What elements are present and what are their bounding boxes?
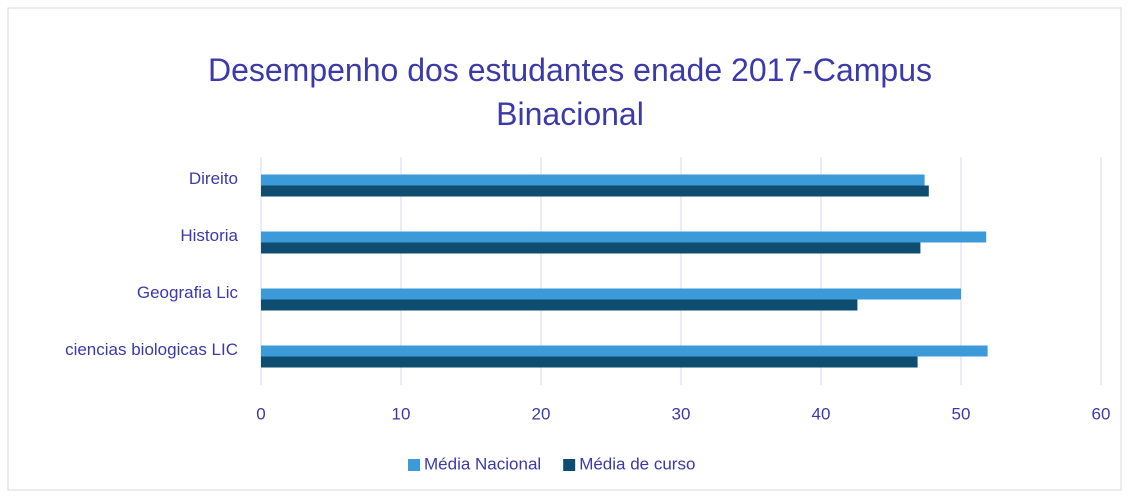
x-tick-label: 10: [392, 404, 411, 423]
y-tick-label: ciencias biologicas LIC: [65, 340, 238, 359]
y-tick-label: Direito: [189, 169, 238, 188]
chart-title: Desempenho dos estudantes enade 2017-Cam…: [207, 52, 933, 132]
bar: [261, 345, 988, 357]
bar: [261, 288, 961, 300]
bar: [261, 356, 918, 368]
legend-label: Média Nacional: [424, 454, 541, 473]
y-tick-label: Historia: [180, 226, 238, 245]
x-tick-label: 50: [952, 404, 971, 423]
bar: [261, 185, 929, 197]
bar: [261, 242, 921, 254]
bar: [261, 299, 858, 311]
x-tick-label: 60: [1092, 404, 1111, 423]
x-tick-label: 30: [672, 404, 691, 423]
legend-swatch: [408, 459, 420, 471]
legend-label: Média de curso: [579, 454, 695, 473]
y-tick-label: Geografia Lic: [137, 283, 239, 302]
bar: [261, 174, 925, 186]
x-tick-label: 20: [532, 404, 551, 423]
bar: [261, 231, 987, 243]
legend-swatch: [563, 459, 576, 471]
x-tick-label: 0: [256, 404, 265, 423]
x-tick-label: 40: [812, 404, 831, 423]
